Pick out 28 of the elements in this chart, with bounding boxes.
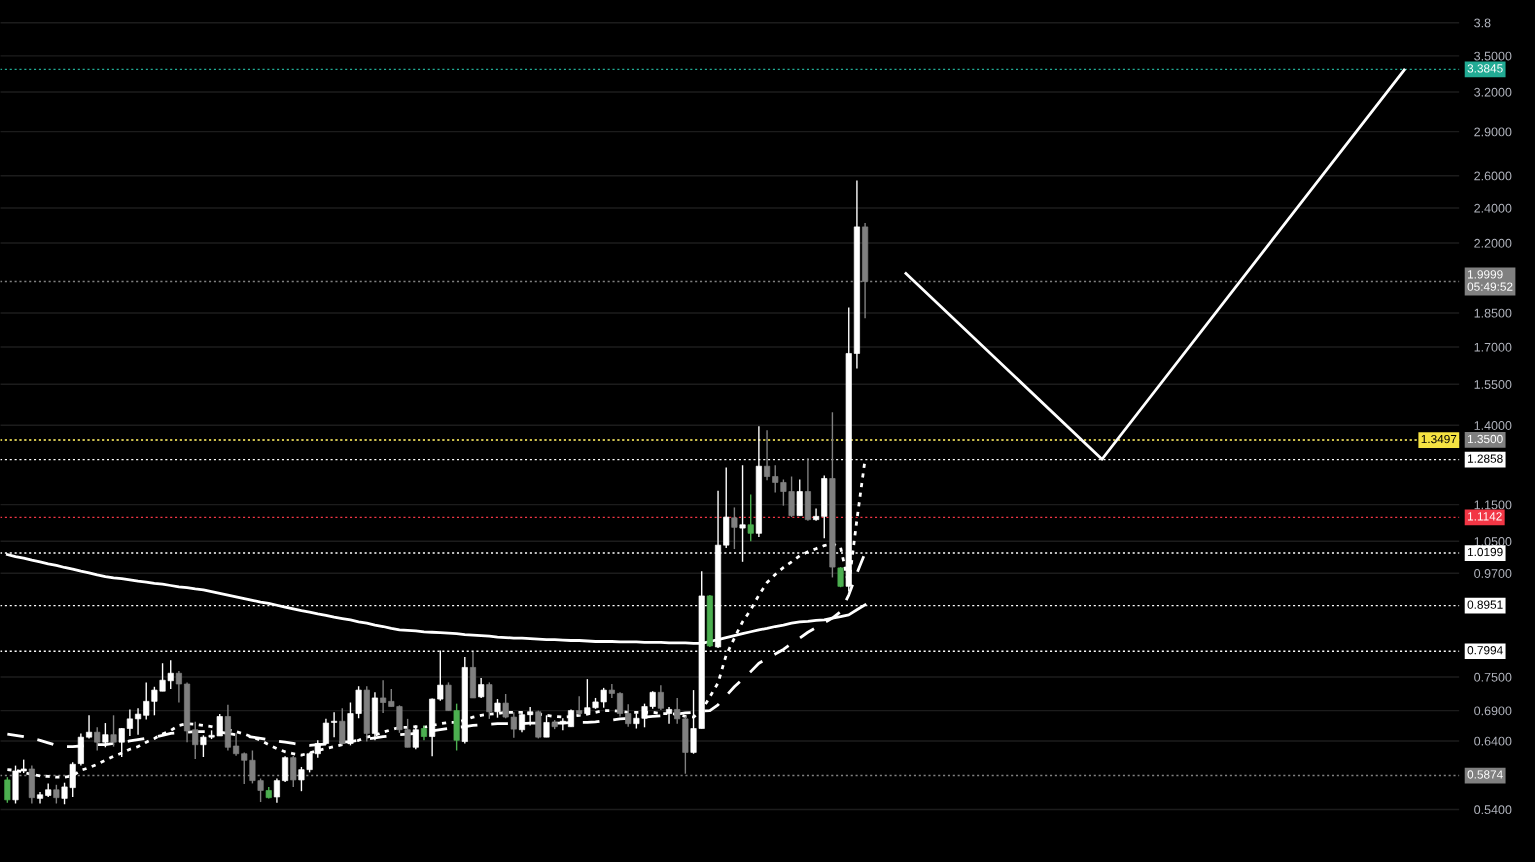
y-tick-label: 3.8 bbox=[1474, 18, 1491, 28]
y-tick-label: 1.7000 bbox=[1474, 342, 1512, 352]
y-tick-label: 2.4000 bbox=[1474, 203, 1512, 213]
y-tick-label: 0.5400 bbox=[1474, 805, 1512, 815]
y-tick-label: 1.5500 bbox=[1474, 380, 1512, 389]
ref-line-label: 0.7994 bbox=[1467, 646, 1503, 655]
y-tick-label: 0.6900 bbox=[1474, 706, 1512, 716]
y-tick-label: 1.1500 bbox=[1474, 500, 1512, 510]
ref-line-label: 1.3500 bbox=[1467, 434, 1503, 444]
y-tick-label: 0.6400 bbox=[1474, 736, 1512, 746]
y-tick-label: 3.5000 bbox=[1474, 51, 1512, 61]
ref-line-label: 0.8951 bbox=[1467, 600, 1503, 609]
ref-line-label: 1.0199 bbox=[1467, 547, 1503, 557]
ref-line-label: 1.1142 bbox=[1467, 512, 1502, 521]
ref-line-label: 0.5874 bbox=[1467, 770, 1503, 779]
y-tick-label: 2.9000 bbox=[1474, 127, 1512, 137]
y-tick-label: 0.7500 bbox=[1474, 672, 1512, 682]
y-tick-label: 1.8500 bbox=[1474, 308, 1512, 318]
ref-line-label: 3.3845 bbox=[1467, 64, 1503, 73]
ref-line-label: 1.9999 05:49:52 bbox=[1467, 270, 1513, 291]
ref-line-label: 1.3497 bbox=[1421, 434, 1457, 444]
y-tick-label: 1.4000 bbox=[1474, 421, 1512, 430]
y-tick-label: 3.2000 bbox=[1474, 87, 1512, 97]
ref-line-label: 1.2858 bbox=[1467, 454, 1503, 463]
y-tick-label: 0.9700 bbox=[1474, 569, 1512, 578]
y-tick-label: 2.6000 bbox=[1474, 171, 1512, 181]
y-tick-label: 1.0500 bbox=[1474, 537, 1512, 546]
y-tick-label: 2.2000 bbox=[1474, 238, 1512, 248]
